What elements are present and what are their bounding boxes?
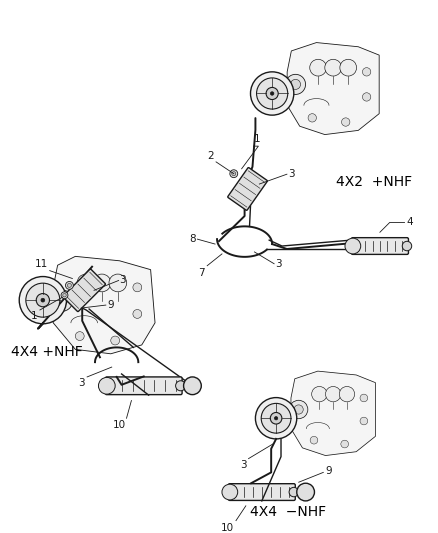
- Text: 3: 3: [287, 169, 294, 179]
- Text: 4X2  +NHF: 4X2 +NHF: [335, 175, 411, 189]
- Text: 3: 3: [78, 378, 85, 388]
- Circle shape: [93, 274, 110, 292]
- FancyBboxPatch shape: [63, 269, 105, 312]
- Circle shape: [222, 484, 237, 500]
- Circle shape: [255, 398, 296, 439]
- Text: 1: 1: [253, 134, 259, 144]
- Text: 3: 3: [119, 276, 126, 286]
- Circle shape: [230, 170, 237, 177]
- Circle shape: [311, 386, 326, 402]
- Circle shape: [256, 78, 287, 109]
- Polygon shape: [53, 256, 155, 354]
- Circle shape: [57, 295, 67, 306]
- Circle shape: [110, 336, 119, 345]
- Circle shape: [340, 440, 348, 448]
- Text: 4X4  −NHF: 4X4 −NHF: [249, 505, 325, 519]
- Circle shape: [270, 92, 273, 95]
- Text: 3: 3: [275, 259, 281, 269]
- Circle shape: [309, 437, 317, 444]
- Circle shape: [324, 59, 341, 76]
- Circle shape: [133, 310, 141, 318]
- FancyBboxPatch shape: [228, 484, 295, 500]
- Circle shape: [175, 381, 185, 391]
- Text: 9: 9: [108, 300, 114, 310]
- Circle shape: [183, 377, 201, 394]
- Circle shape: [65, 281, 73, 289]
- FancyBboxPatch shape: [227, 167, 267, 211]
- Text: 4: 4: [406, 217, 412, 228]
- Text: 3: 3: [240, 459, 246, 470]
- Circle shape: [344, 238, 360, 254]
- Circle shape: [61, 292, 68, 298]
- Circle shape: [274, 417, 277, 420]
- Circle shape: [261, 403, 290, 433]
- Circle shape: [265, 87, 278, 100]
- Text: 2: 2: [207, 151, 214, 161]
- Circle shape: [339, 59, 356, 76]
- Text: 7: 7: [198, 268, 205, 278]
- Text: 9: 9: [325, 466, 331, 477]
- Circle shape: [285, 74, 305, 94]
- Circle shape: [290, 79, 300, 90]
- Circle shape: [341, 118, 349, 126]
- Circle shape: [339, 386, 354, 402]
- Circle shape: [75, 332, 84, 341]
- Polygon shape: [290, 371, 374, 456]
- Circle shape: [362, 68, 370, 76]
- Circle shape: [19, 277, 66, 324]
- Circle shape: [362, 93, 370, 101]
- Text: 4X4 +NHF: 4X4 +NHF: [11, 345, 83, 359]
- Circle shape: [26, 283, 60, 317]
- Text: 10: 10: [112, 420, 125, 430]
- FancyBboxPatch shape: [350, 238, 407, 254]
- Text: 10: 10: [220, 522, 233, 532]
- Circle shape: [359, 417, 367, 425]
- Circle shape: [51, 290, 73, 311]
- FancyBboxPatch shape: [105, 377, 182, 394]
- Circle shape: [270, 413, 281, 424]
- Circle shape: [63, 294, 66, 297]
- Circle shape: [293, 405, 303, 414]
- Text: 11: 11: [35, 259, 48, 269]
- Circle shape: [41, 298, 45, 302]
- Circle shape: [288, 487, 298, 497]
- Circle shape: [325, 386, 340, 402]
- Circle shape: [98, 377, 115, 394]
- Text: 1: 1: [31, 311, 38, 321]
- Circle shape: [401, 241, 411, 251]
- Circle shape: [231, 172, 235, 176]
- Circle shape: [307, 114, 316, 122]
- Circle shape: [359, 394, 367, 402]
- Circle shape: [133, 283, 141, 292]
- Circle shape: [309, 59, 326, 76]
- Circle shape: [77, 274, 95, 292]
- Circle shape: [36, 294, 49, 307]
- Text: 8: 8: [188, 234, 195, 244]
- Circle shape: [296, 483, 314, 501]
- Polygon shape: [286, 43, 378, 134]
- Circle shape: [289, 400, 307, 419]
- Circle shape: [250, 72, 293, 115]
- Circle shape: [67, 284, 71, 287]
- Circle shape: [109, 274, 127, 292]
